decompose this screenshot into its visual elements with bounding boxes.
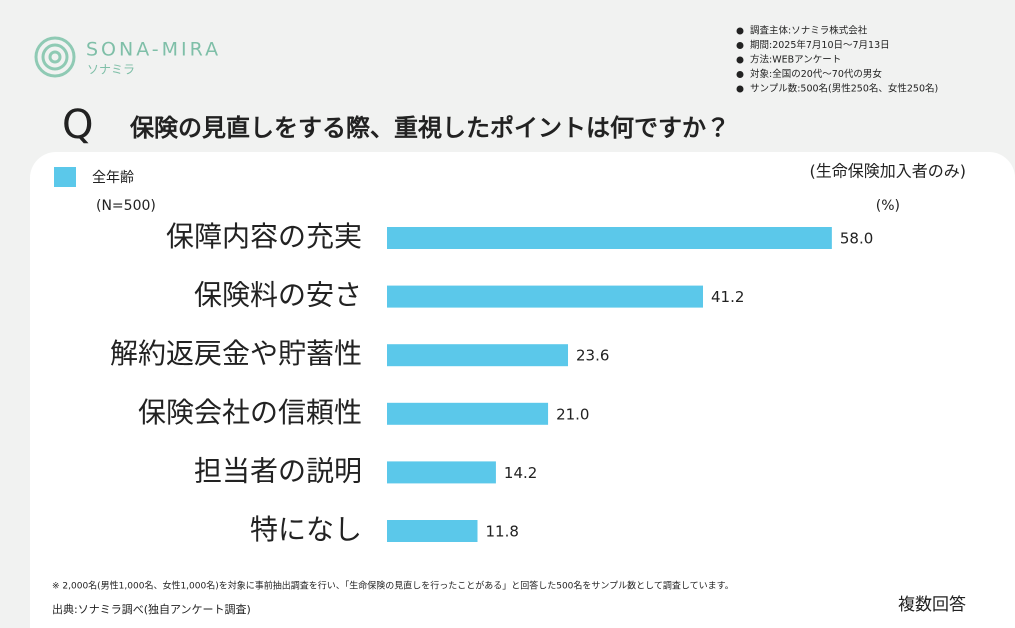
value-label: 23.6 [576, 347, 609, 365]
bar [387, 227, 832, 249]
logo-icon [34, 36, 76, 78]
value-label: 21.0 [556, 405, 589, 423]
note-bullet [736, 71, 744, 78]
value-label: 14.2 [504, 464, 537, 482]
legend-swatch [54, 167, 76, 187]
chart-panel [30, 152, 1015, 628]
category-label: 保障内容の充実 [166, 220, 362, 253]
note-bullet [736, 42, 744, 49]
bar [387, 402, 549, 425]
value-label: 11.8 [486, 523, 519, 541]
chart-subtitle: (生命保険加入者のみ) [810, 162, 967, 181]
value-label: 58.0 [840, 230, 873, 248]
category-label: 特になし [250, 513, 362, 546]
survey-note: 調査主体:ソナミラ株式会社 [750, 25, 868, 37]
survey-note: 期間:2025年7月10日〜7月13日 [750, 39, 890, 51]
logo-kana: ソナミラ [87, 63, 135, 77]
source: 出典:ソナミラ調べ(独自アンケート調査) [52, 602, 251, 616]
bar [387, 520, 478, 542]
category-label: 解約返戻金や貯蓄性 [110, 337, 362, 370]
question-mark: Q [62, 102, 93, 148]
bar [387, 344, 569, 367]
survey-note: 対象:全国の20代〜70代の男女 [750, 68, 882, 80]
unit-label: (%) [876, 198, 900, 214]
survey-note: サンプル数:500名(男性250名、女性250名) [750, 83, 938, 95]
value-label: 41.2 [711, 288, 744, 306]
note-bullet [736, 27, 744, 35]
category-label: 保険料の安さ [194, 279, 362, 312]
category-label: 保険会社の信頼性 [138, 396, 362, 429]
answer-type: 複数回答 [898, 594, 966, 615]
footnote: ※ 2,000名(男性1,000名、女性1,000名)を対象に事前抽出調査を行い… [52, 580, 734, 592]
logo-name: SONA-MIRA [86, 39, 221, 61]
legend-label: 全年齢 [92, 170, 134, 186]
sample-size: (N=500) [96, 198, 156, 214]
chart-title: 保険の見直しをする際、重視したポイントは何ですか？ [129, 114, 730, 142]
note-bullet [736, 56, 744, 64]
bar [387, 285, 704, 308]
note-bullet [736, 85, 744, 93]
survey-note: 方法:WEBアンケート [750, 54, 841, 66]
category-label: 担当者の説明 [194, 454, 362, 487]
bar [387, 461, 496, 484]
